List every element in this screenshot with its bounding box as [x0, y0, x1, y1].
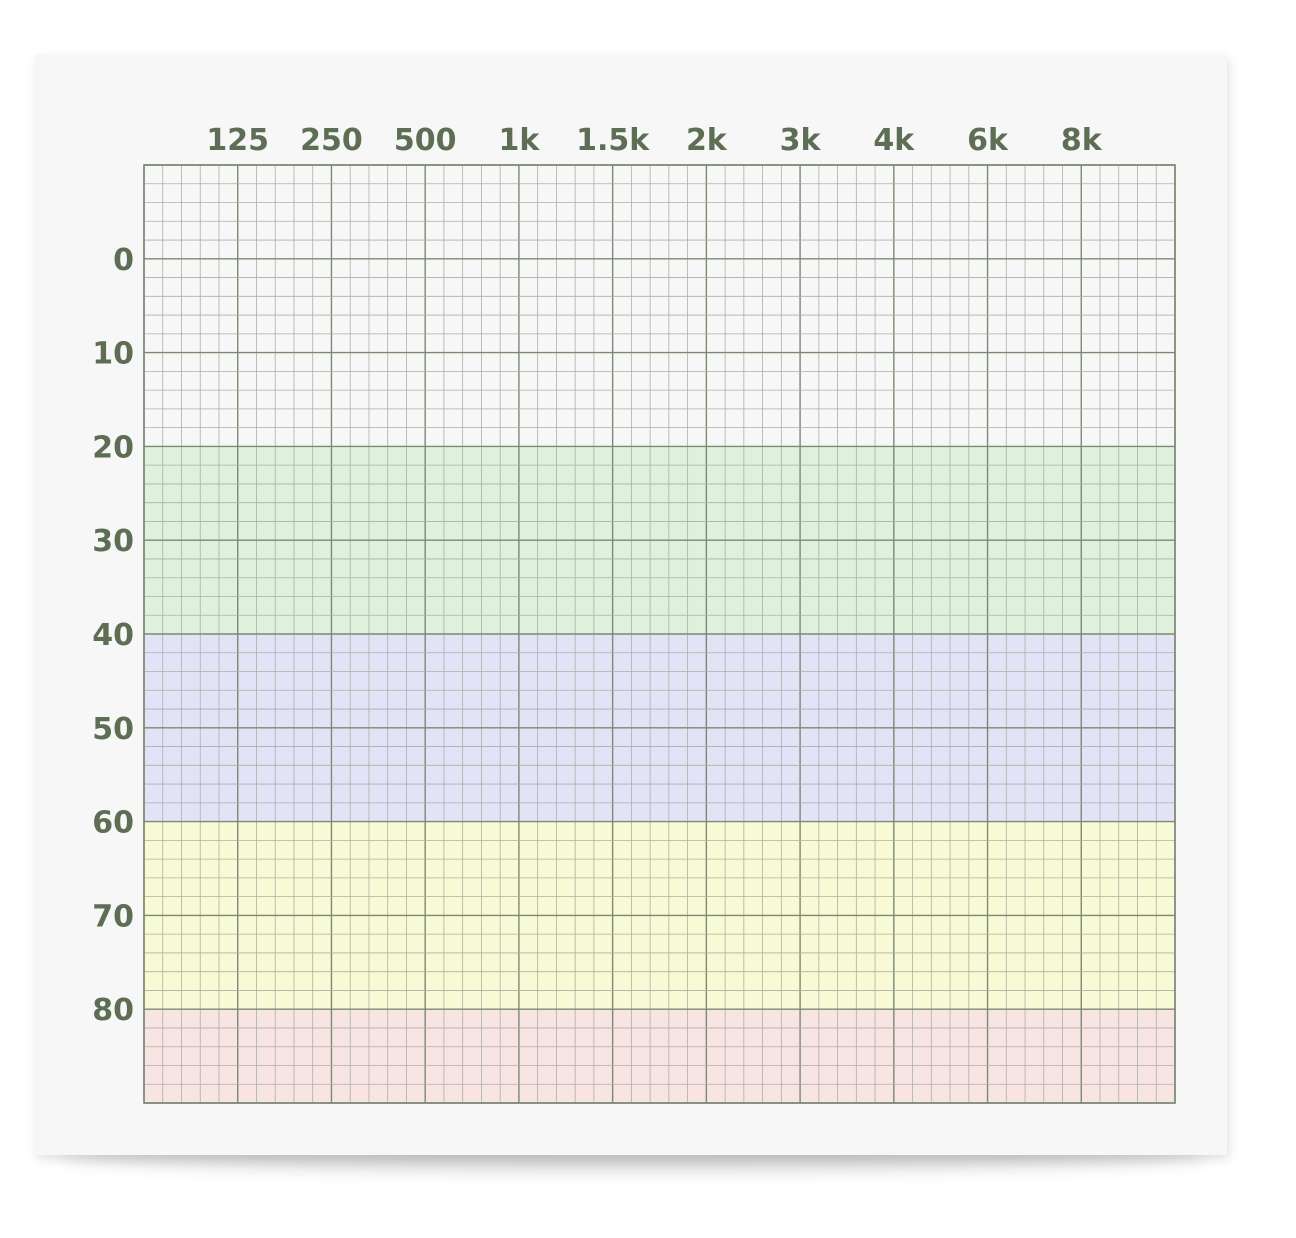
band-normal [144, 165, 1175, 446]
x-tick-label: 3k [780, 123, 822, 158]
x-tick-label: 4k [873, 123, 915, 158]
band-profound [144, 1009, 1175, 1103]
x-tick-label: 250 [300, 123, 363, 158]
y-tick-label: 50 [92, 712, 134, 747]
x-tick-label: 125 [206, 123, 269, 158]
y-tick-label: 20 [92, 430, 134, 465]
x-tick-label: 500 [394, 123, 457, 158]
y-tick-label: 10 [92, 337, 134, 372]
x-tick-label: 2k [686, 123, 728, 158]
x-tick-label: 6k [967, 123, 1009, 158]
y-tick-label: 80 [92, 993, 134, 1028]
y-tick-label: 40 [92, 618, 134, 653]
y-tick-label: 30 [92, 524, 134, 559]
x-tick-label: 8k [1061, 123, 1103, 158]
y-tick-label: 70 [92, 899, 134, 934]
x-tick-labels: 125 250 500 1k 1.5k 2k 3k 4k 6k 8k [206, 123, 1102, 158]
x-tick-label: 1k [498, 123, 540, 158]
y-tick-labels: 0 10 20 30 40 50 60 70 80 [92, 243, 134, 1028]
y-tick-label: 60 [92, 806, 134, 841]
x-tick-label: 1.5k [576, 123, 650, 158]
y-tick-label: 0 [113, 243, 134, 278]
